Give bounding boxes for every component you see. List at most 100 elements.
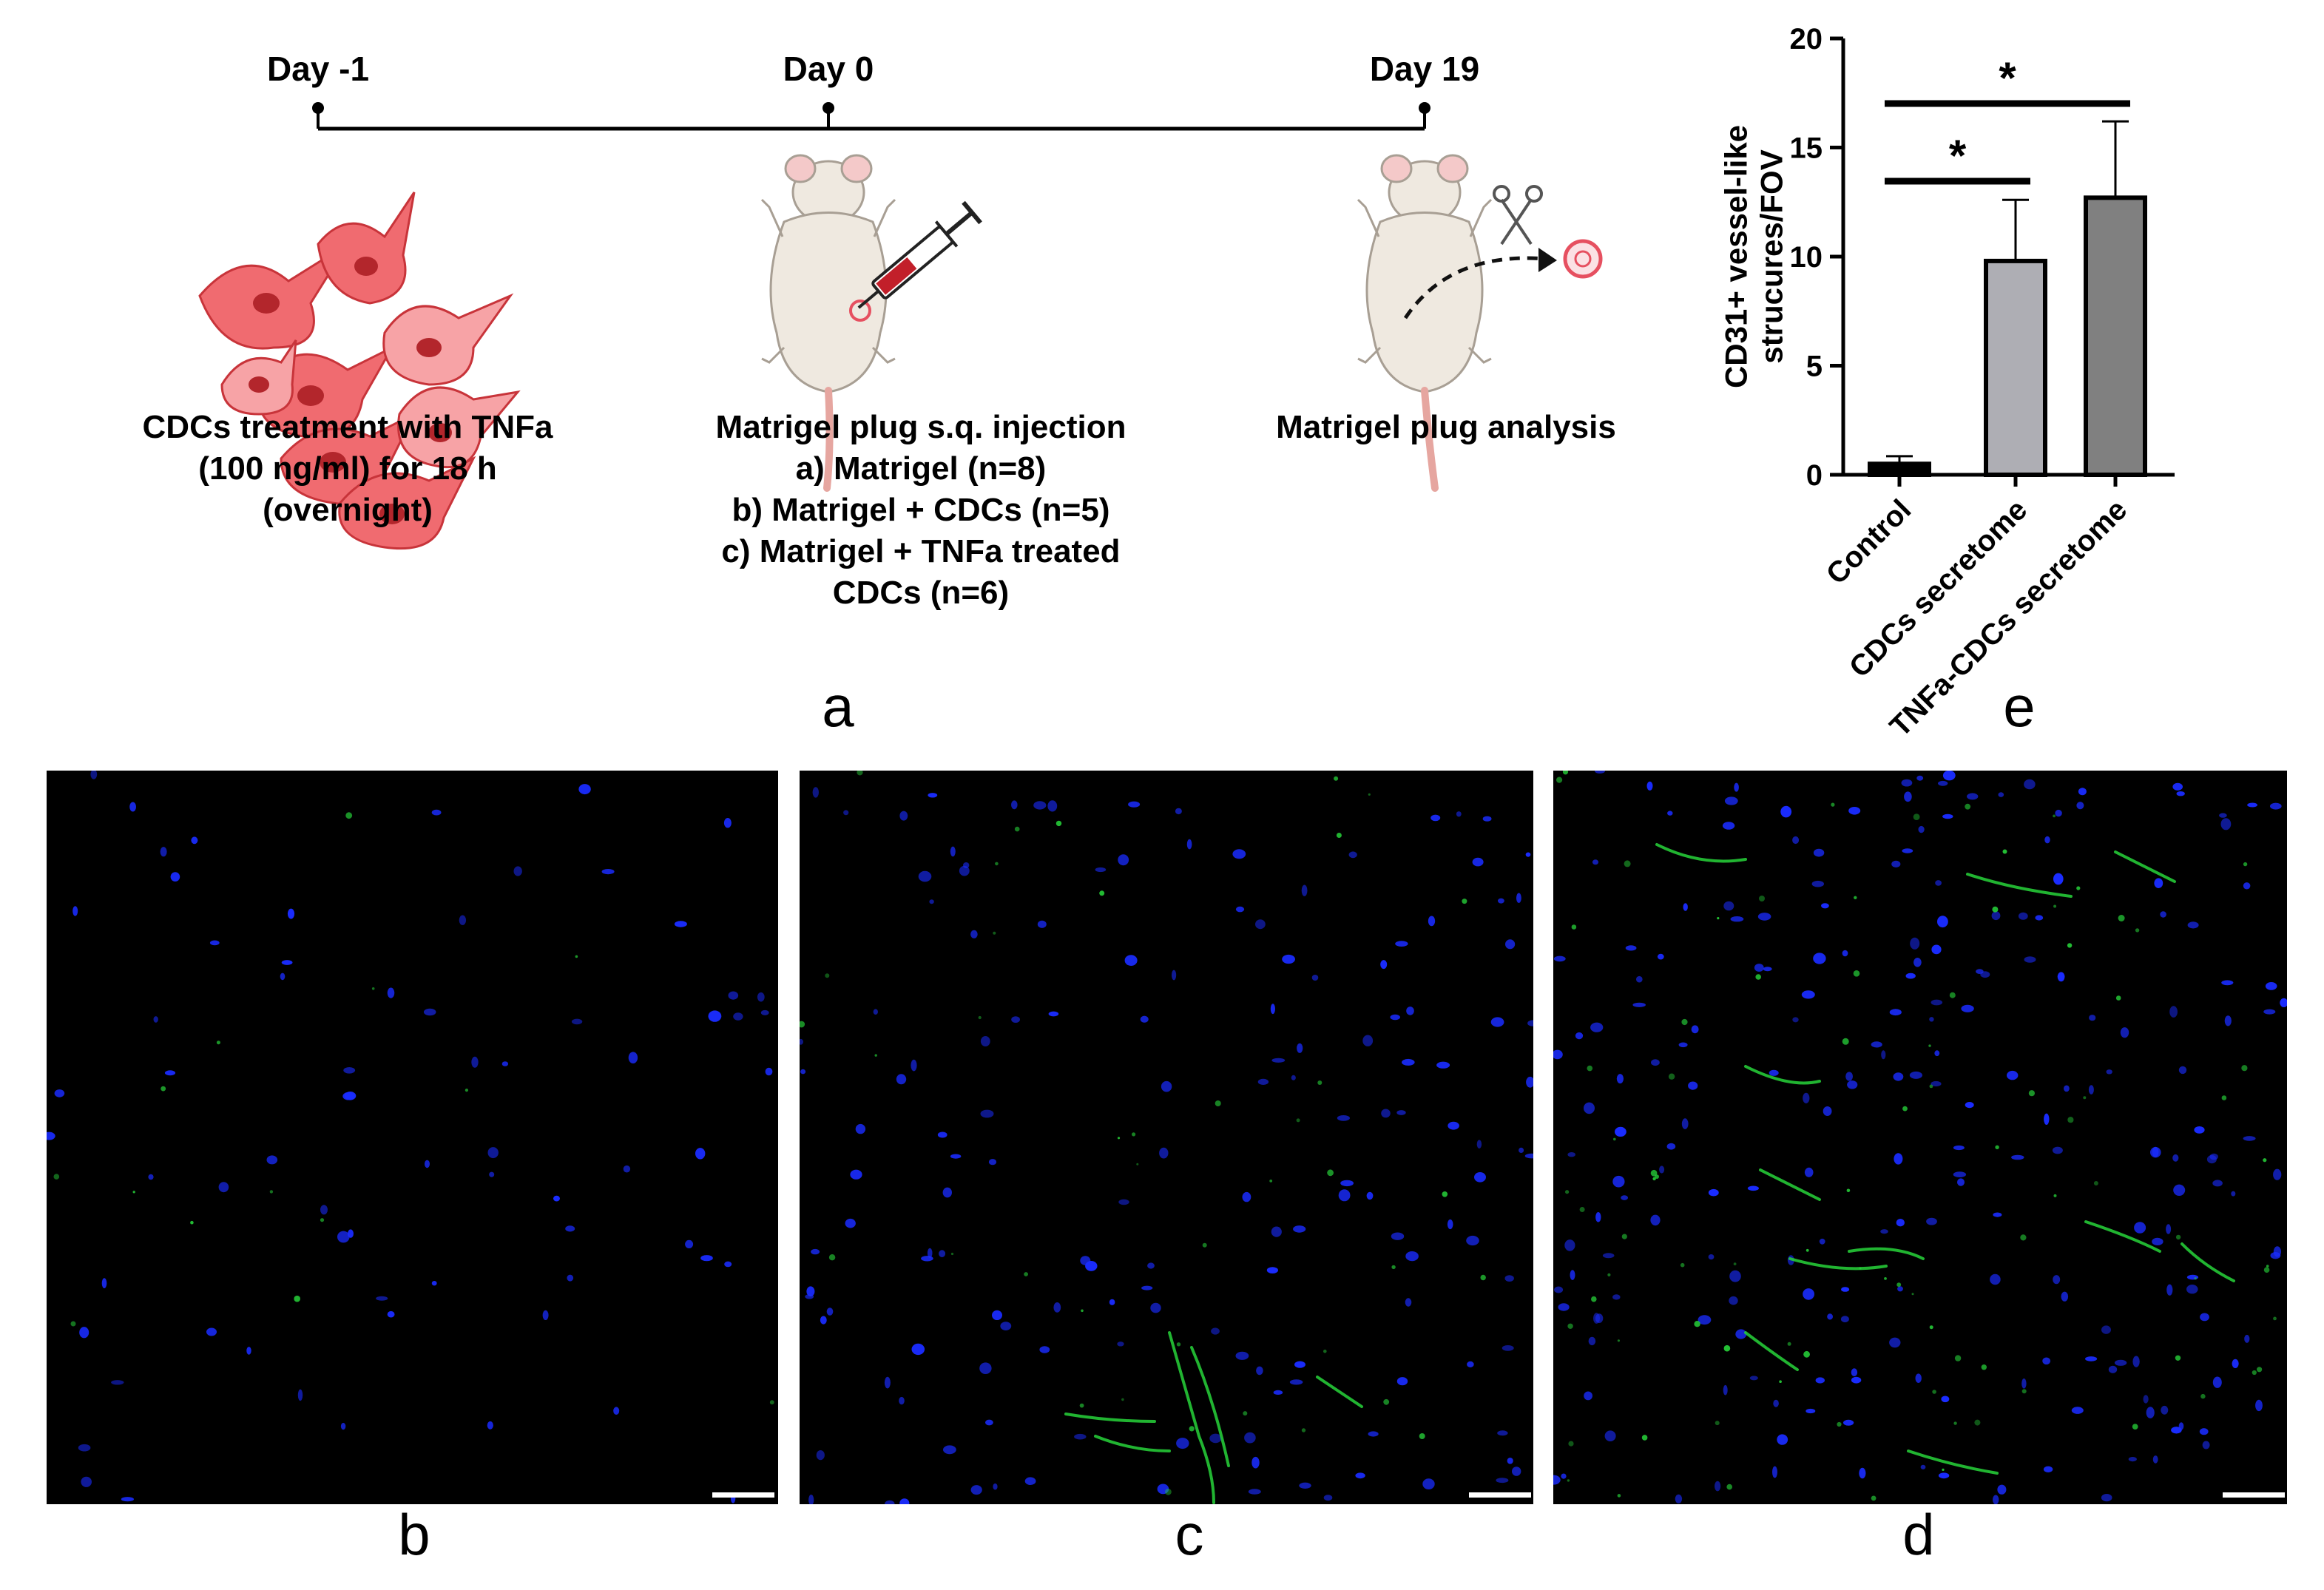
cd31-signal-dot: [161, 1086, 166, 1092]
vessel-structure: [1966, 873, 2073, 898]
cd31-signal-dot: [2194, 1277, 2197, 1280]
nucleus-dot: [1519, 1147, 1524, 1153]
step-line: Matrigel plug s.q. injection: [715, 409, 1126, 445]
nucleus-dot: [1024, 1477, 1036, 1485]
cd31-signal-dot: [2083, 1096, 2087, 1100]
nucleus-dot: [623, 1165, 631, 1173]
nucleus-dot: [911, 1059, 917, 1072]
cd31-signal-dot: [2093, 1181, 2098, 1185]
nucleus-dot: [1621, 1195, 1628, 1200]
nucleus-dot: [1362, 1035, 1374, 1046]
nucleus-dot: [297, 1389, 303, 1401]
cd31-signal-dot: [2257, 1367, 2263, 1373]
nucleus-dot: [2273, 1246, 2281, 1257]
nucleus-dot: [2128, 1457, 2137, 1462]
nucleus-dot: [1338, 1189, 1351, 1202]
cd31-signal-dot: [53, 1174, 60, 1180]
cd31-signal-dot: [1202, 1242, 1207, 1248]
cd31-signal-dot: [1269, 1180, 1273, 1183]
nucleus-dot: [431, 1281, 437, 1286]
nucleus-dot: [2199, 1428, 2209, 1435]
cd31-signal-dot: [1571, 924, 1577, 930]
nucleus-dot: [2061, 1291, 2069, 1302]
cd31-signal-dot: [1336, 833, 1342, 838]
nucleus-dot: [1735, 1329, 1747, 1339]
cd31-signal-dot: [2266, 1265, 2269, 1268]
nucleus-dot: [2154, 878, 2163, 888]
nucleus-dot: [78, 1444, 91, 1452]
nucleus-dot: [1282, 954, 1295, 964]
nucleus-dot: [1729, 1270, 1741, 1282]
cd31-signal-dot: [1081, 1309, 1084, 1313]
cd31-signal-dot: [993, 931, 996, 935]
nucleus-dot: [1381, 1109, 1391, 1118]
nucleus-dot: [567, 1274, 574, 1282]
nucleus-dot: [1730, 916, 1744, 922]
nucleus-dot: [1497, 1430, 1508, 1436]
nucleus-dot: [1723, 1384, 1728, 1396]
nucleus-dot: [980, 1109, 994, 1118]
nucleus-dot: [2108, 1365, 2118, 1373]
nucleus-dot: [2101, 1325, 2111, 1334]
cd31-signal-dot: [1965, 803, 1971, 810]
nucleus-dot: [1859, 1467, 1866, 1479]
nucleus-dot: [1915, 1373, 1922, 1383]
nucleus-dot: [2161, 1405, 2169, 1415]
nucleus-dot: [1843, 1419, 1854, 1426]
nucleus-dot: [79, 1327, 89, 1339]
nucleus-dot: [1811, 880, 1824, 887]
cd31-signal-dot: [1121, 1398, 1124, 1401]
nucleus-dot: [1651, 1059, 1660, 1066]
nucleus-dot: [1910, 937, 1920, 950]
cd31-signal-dot: [1755, 974, 1761, 980]
nucleus-dot: [1255, 919, 1266, 930]
cd31-signal-dot: [1579, 1207, 1585, 1212]
nucleus-dot: [281, 960, 293, 965]
nucleus-dot: [246, 1347, 251, 1355]
cd31-signal-dot: [978, 1015, 982, 1020]
cd31-signal-dot: [2076, 886, 2081, 890]
cd31-signal-dot: [1853, 970, 1860, 977]
nucleus-dot: [2194, 1126, 2205, 1134]
nucleus-dot: [340, 1422, 346, 1430]
nucleus-dot: [1406, 1007, 1414, 1015]
nucleus-dot: [826, 1307, 834, 1316]
cd31-signal-dot: [1995, 1145, 1999, 1149]
cd31-signal-dot: [1442, 1191, 1448, 1197]
nucleus-dot: [2132, 1356, 2140, 1367]
nucleus-dot: [1942, 771, 1956, 781]
cd31-signal-dot: [1165, 1488, 1172, 1495]
nucleus-dot: [2220, 818, 2232, 830]
nucleus-dot: [2152, 1455, 2158, 1464]
nucleus-dot: [1109, 1299, 1115, 1305]
cd31-signal-dot: [1099, 890, 1105, 896]
nucleus-dot: [111, 1380, 124, 1385]
nucleus-dot: [387, 987, 395, 998]
micrograph-d: [1553, 771, 2287, 1504]
nucleus-dot: [1632, 1002, 1646, 1007]
nucleus-dot: [2178, 1422, 2184, 1430]
nucleus-dot: [1527, 1020, 1533, 1026]
nucleus-dot: [685, 1239, 694, 1248]
nucleus-dot: [1271, 1226, 1282, 1237]
nucleus-dot: [1942, 813, 1953, 819]
nucleus-dot: [1659, 1166, 1665, 1174]
cd31-signal-dot: [1733, 1262, 1737, 1265]
vessel-structure: [1848, 1247, 1925, 1260]
panel-letter-e: e: [2003, 674, 2036, 739]
nucleus-dot: [1953, 1145, 1965, 1151]
step-line: c) Matrigel + TNFa treated: [721, 533, 1121, 569]
panel-letter-c: c: [1175, 1502, 1204, 1567]
cd31-signal-dot: [1368, 793, 1371, 796]
nucleus-dot: [1926, 1217, 1937, 1225]
nucleus-dot: [760, 1009, 769, 1015]
nucleus-dot: [1871, 1041, 1882, 1048]
nucleus-dot: [1211, 1327, 1220, 1335]
nucleus-dot: [1366, 1191, 1374, 1200]
nucleus-dot: [1734, 782, 1739, 792]
cd31-signal-dot: [1928, 1044, 1931, 1047]
step-line: b) Matrigel + CDCs (n=5): [732, 492, 1110, 528]
nucleus-dot: [2052, 1146, 2063, 1154]
nucleus-dot: [1595, 1212, 1601, 1222]
